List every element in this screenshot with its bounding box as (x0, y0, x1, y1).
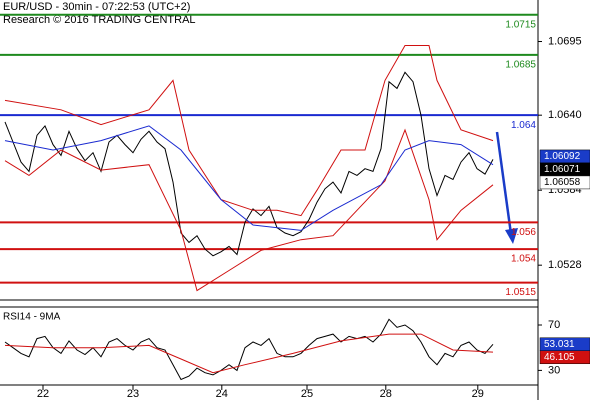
x-tick-label: 23 (127, 388, 139, 400)
x-tick-label: 24 (216, 388, 228, 400)
price-label: 46.105 (544, 352, 575, 363)
level-label: 1.0685 (505, 60, 536, 71)
panel-title: RSI14 - 9MA (3, 312, 61, 323)
series-line (4, 318, 494, 381)
level-label: 1.056 (511, 227, 536, 238)
x-tick-label: 22 (37, 388, 49, 400)
level-label: 1.0515 (505, 287, 536, 298)
price-label-box (539, 175, 590, 190)
chart-title: EUR/USD - 30min - 07:22:53 (UTC+2) (3, 1, 190, 13)
price-label: 53.031 (544, 339, 575, 350)
price-label: 1.06071 (544, 164, 581, 175)
y-tick-label: 70 (548, 319, 560, 331)
x-tick-label: 28 (380, 388, 392, 400)
series-line (4, 125, 494, 231)
series-line (4, 333, 494, 374)
y-tick-label: 30 (548, 364, 560, 376)
level-label: 1.054 (511, 254, 536, 265)
level-label: 1.064 (511, 120, 536, 131)
level-label: 1.0715 (505, 19, 536, 30)
series-line (4, 128, 494, 292)
y-tick-label: 1.0640 (548, 109, 582, 121)
forecast-arrow (495, 131, 518, 244)
x-tick-label: 25 (301, 388, 313, 400)
x-tick-label: 29 (472, 388, 484, 400)
chart-subtitle: Research © 2016 TRADING CENTRAL (3, 14, 196, 26)
price-label: 1.06058 (544, 177, 581, 188)
y-tick-label: 1.0695 (548, 35, 582, 47)
series-line (4, 45, 494, 217)
price-label: 1.06092 (544, 151, 581, 162)
series-line (4, 71, 494, 257)
price-label-box (539, 350, 590, 365)
y-tick-label: 1.0528 (548, 259, 582, 271)
